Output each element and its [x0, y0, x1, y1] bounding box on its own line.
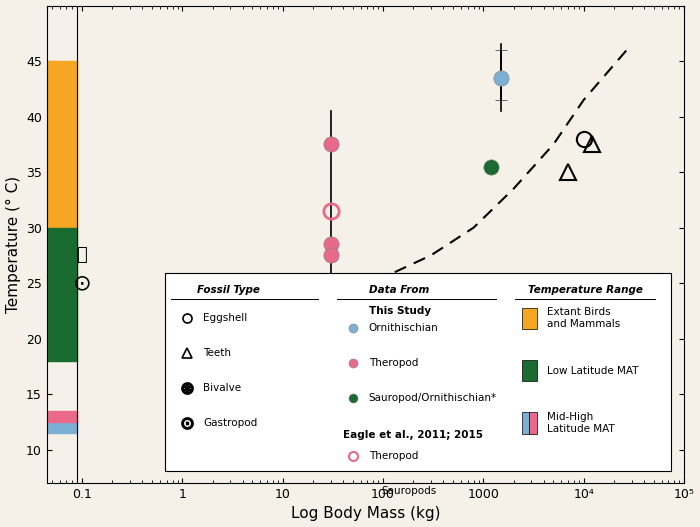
FancyBboxPatch shape: [529, 412, 538, 434]
Text: Gastropod: Gastropod: [203, 418, 257, 428]
FancyBboxPatch shape: [522, 412, 529, 434]
FancyBboxPatch shape: [522, 308, 538, 329]
Text: Teeth: Teeth: [203, 348, 231, 358]
FancyBboxPatch shape: [164, 273, 671, 471]
Text: Ornithischian: Ornithischian: [369, 323, 438, 333]
Text: Eagle et al., 2011; 2015: Eagle et al., 2011; 2015: [343, 430, 483, 440]
Text: Extant Birds
and Mammals: Extant Birds and Mammals: [547, 307, 620, 329]
Text: Temperature Range: Temperature Range: [528, 285, 643, 295]
Text: Sauropod/Ornithischian*: Sauropod/Ornithischian*: [369, 393, 497, 403]
Y-axis label: Temperature (° C): Temperature (° C): [6, 175, 20, 313]
Text: Eggshell: Eggshell: [203, 313, 247, 323]
Text: Mid-High
Latitude MAT: Mid-High Latitude MAT: [547, 412, 615, 434]
Text: This Study: This Study: [369, 306, 430, 316]
X-axis label: Log Body Mass (kg): Log Body Mass (kg): [290, 506, 440, 521]
Text: Sauropods: Sauropods: [382, 486, 437, 496]
Text: ⦾: ⦾: [76, 247, 88, 265]
Text: Theropod: Theropod: [369, 451, 418, 461]
Text: Bivalve: Bivalve: [203, 383, 241, 393]
FancyBboxPatch shape: [522, 360, 538, 382]
Text: Theropod: Theropod: [369, 358, 418, 368]
Text: Data From: Data From: [369, 285, 429, 295]
Text: Fossil Type: Fossil Type: [197, 285, 260, 295]
Text: ⊙: ⊙: [73, 273, 91, 293]
Text: Low Latitude MAT: Low Latitude MAT: [547, 366, 638, 376]
